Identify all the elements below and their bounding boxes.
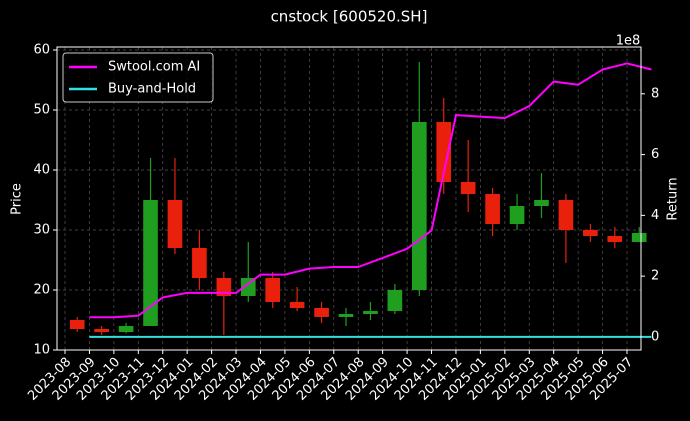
candle-body <box>509 206 525 224</box>
candle-body <box>534 200 549 206</box>
y2-tick-label: 8 <box>651 86 659 101</box>
candle-body <box>460 182 476 194</box>
y2-tick-label: 0 <box>651 329 659 344</box>
candle-body <box>558 200 574 230</box>
y2-axis-label: Return <box>666 177 681 220</box>
y-tick-label: 60 <box>33 43 50 58</box>
candle-body <box>69 320 85 329</box>
candle-body <box>436 122 452 182</box>
candle-body <box>240 278 256 296</box>
y-axis-label: Price <box>10 183 25 215</box>
candle-body <box>314 308 329 317</box>
candle-body <box>192 248 207 278</box>
candle-body <box>631 233 647 242</box>
y2-tick-label: 2 <box>651 269 659 284</box>
candle-body <box>363 311 378 314</box>
chart-title: cnstock [600520.SH] <box>271 8 428 26</box>
legend-label: Swtool.com AI <box>108 60 200 75</box>
candle-body <box>94 329 109 332</box>
candle-body <box>607 236 623 242</box>
candle-body <box>216 278 232 296</box>
y2-tick-label: 6 <box>651 147 659 162</box>
candle-body <box>167 200 183 248</box>
candle-body <box>265 278 281 302</box>
candle-body <box>387 290 403 311</box>
candle-body <box>289 302 305 308</box>
y-tick-label: 20 <box>33 283 50 298</box>
y-tick-label: 30 <box>33 223 50 238</box>
candle-body <box>485 194 500 224</box>
return-line <box>89 62 652 319</box>
y2-offset-label: 1e8 <box>616 34 641 49</box>
candle-body <box>143 200 158 326</box>
y-tick-label: 10 <box>33 343 50 358</box>
legend-box <box>62 52 214 103</box>
legend-label: Buy-and-Hold <box>108 82 196 97</box>
candle-body <box>118 326 134 332</box>
candle-body <box>411 122 427 290</box>
candle-body <box>583 230 598 236</box>
y2-tick-label: 4 <box>651 208 659 223</box>
y-tick-label: 50 <box>33 103 50 118</box>
y-tick-label: 40 <box>33 163 50 178</box>
plot-frame <box>56 46 642 351</box>
candle-body <box>338 314 354 317</box>
